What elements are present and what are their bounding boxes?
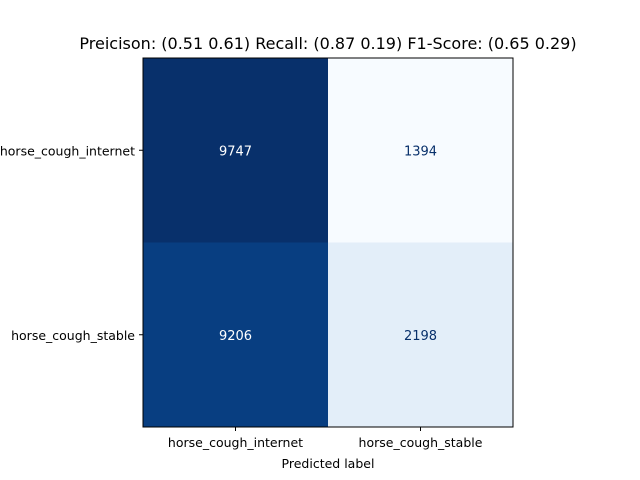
cell-value-r0-c1: 1394 xyxy=(404,144,437,159)
cell-value-r1-c0: 9206 xyxy=(219,329,252,344)
y-tick-label: horse_cough_stable xyxy=(11,328,135,343)
y-tick-label: horse_cough_internet xyxy=(0,143,135,158)
matrix-cell-r1-c0 xyxy=(143,242,328,427)
matrix-cell-r0-c1 xyxy=(328,58,513,243)
y-axis-ticks: horse_cough_internet horse_cough_stable xyxy=(0,143,143,343)
x-axis-ticks: horse_cough_internet horse_cough_stable xyxy=(168,427,483,450)
matrix-cell-r0-c0 xyxy=(143,58,328,243)
matrix-cell-r1-c1 xyxy=(328,242,513,427)
chart-title: Preicison: (0.51 0.61) Recall: (0.87 0.1… xyxy=(79,34,576,53)
x-tick-label: horse_cough_internet xyxy=(168,435,303,450)
cell-value-r1-c1: 2198 xyxy=(404,329,437,344)
x-axis-label: Predicted label xyxy=(282,456,375,471)
matrix-cells: 9747 1394 9206 2198 xyxy=(143,58,513,427)
cell-value-r0-c0: 9747 xyxy=(219,144,252,159)
x-tick-label: horse_cough_stable xyxy=(359,435,483,450)
plot-frame xyxy=(142,57,514,428)
